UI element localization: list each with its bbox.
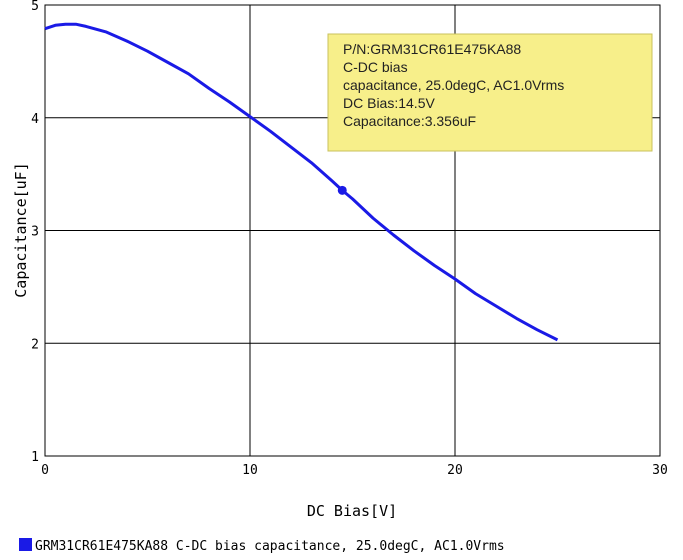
legend-label: GRM31CR61E475KA88 C-DC bias capacitance,… <box>35 539 505 554</box>
tooltip-line-1: P/N:GRM31CR61E475KA88 <box>343 41 521 57</box>
tooltip-line-4: DC Bias:14.5V <box>343 95 435 111</box>
y-tick-label: 5 <box>31 0 39 14</box>
y-tick-label: 1 <box>31 450 39 465</box>
y-tick-label: 2 <box>31 337 39 352</box>
tooltip-box <box>327 33 653 152</box>
x-tick-label: 20 <box>447 463 463 478</box>
x-axis-title: DC Bias[V] <box>307 502 397 520</box>
y-axis-title: Capacitance[uF] <box>12 162 30 297</box>
x-tick-label: 10 <box>242 463 258 478</box>
tooltip-line-2: C-DC bias <box>343 59 408 75</box>
tooltip: P/N:GRM31CR61E475KA88 C-DC bias capacita… <box>327 33 653 152</box>
selected-point-marker[interactable] <box>337 185 347 195</box>
x-tick-label: 30 <box>652 463 668 478</box>
legend-swatch <box>19 538 32 551</box>
series-line <box>44 22 559 342</box>
series-layer <box>44 22 559 342</box>
y-tick-label: 3 <box>31 225 39 240</box>
legend: GRM31CR61E475KA88 C-DC bias capacitance,… <box>19 538 505 554</box>
tick-labels: 0 10 20 30 1 2 3 4 5 <box>31 0 668 478</box>
x-tick-label: 0 <box>41 463 49 478</box>
tooltip-line-3: capacitance, 25.0degC, AC1.0Vrms <box>343 77 564 93</box>
tooltip-line-5: Capacitance:3.356uF <box>343 113 476 129</box>
y-tick-label: 4 <box>31 112 39 127</box>
